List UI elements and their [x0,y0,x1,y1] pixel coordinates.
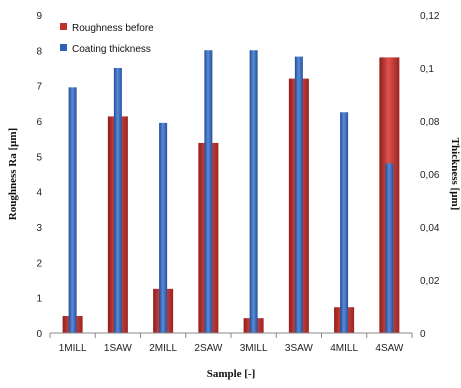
y-tick-label: 9 [36,11,42,22]
bar-coating-thickness [204,50,213,334]
bar-coating-thickness [340,112,349,333]
y2-tick-label: 0,02 [420,276,440,287]
bar-coating-thickness [294,56,303,333]
legend-label: Roughness before [72,23,154,34]
x-tick-label: 1MILL [59,343,87,354]
y2-tick-label: 0,1 [420,64,434,75]
y-tick-label: 7 [36,82,42,93]
x-tick-label: 2MILL [149,343,177,354]
y-tick-label: 6 [36,117,42,128]
x-tick-label: 1SAW [104,343,133,354]
legend-swatch [60,23,67,30]
y2-tick-label: 0,08 [420,117,440,128]
x-tick-label: 4MILL [330,343,358,354]
bar-coating-thickness [385,163,394,333]
y2-tick-label: 0,04 [420,223,440,234]
y2-tick-label: 0,06 [420,170,440,181]
bar-coating-thickness [113,68,122,333]
y-tick-label: 5 [36,152,42,163]
legend-swatch [60,44,67,51]
bar-coating-thickness [249,50,258,334]
y2-tick-label: 0,12 [420,11,440,22]
x-tick-label: 4SAW [375,343,404,354]
x-tick-label: 3MILL [240,343,268,354]
y-tick-label: 1 [36,294,42,305]
y-tick-label: 0 [36,329,42,340]
x-axis-title: Sample [-] [207,368,256,380]
y-tick-label: 8 [36,46,42,57]
bar-coating-thickness [159,122,168,333]
y-tick-label: 4 [36,188,42,199]
y2-tick-label: 0 [420,329,426,340]
legend: Roughness before Coating thickness [60,23,154,55]
y-axis-title: Roughness Ra [μm] [7,128,19,220]
y-tick-label: 3 [36,223,42,234]
legend-label: Coating thickness [72,44,151,55]
bar-coating-thickness [68,87,77,333]
y2-axis-title: Thickness [μm] [449,138,461,211]
y-tick-label: 2 [36,258,42,269]
x-tick-label: 3SAW [285,343,314,354]
x-tick-label: 2SAW [194,343,223,354]
